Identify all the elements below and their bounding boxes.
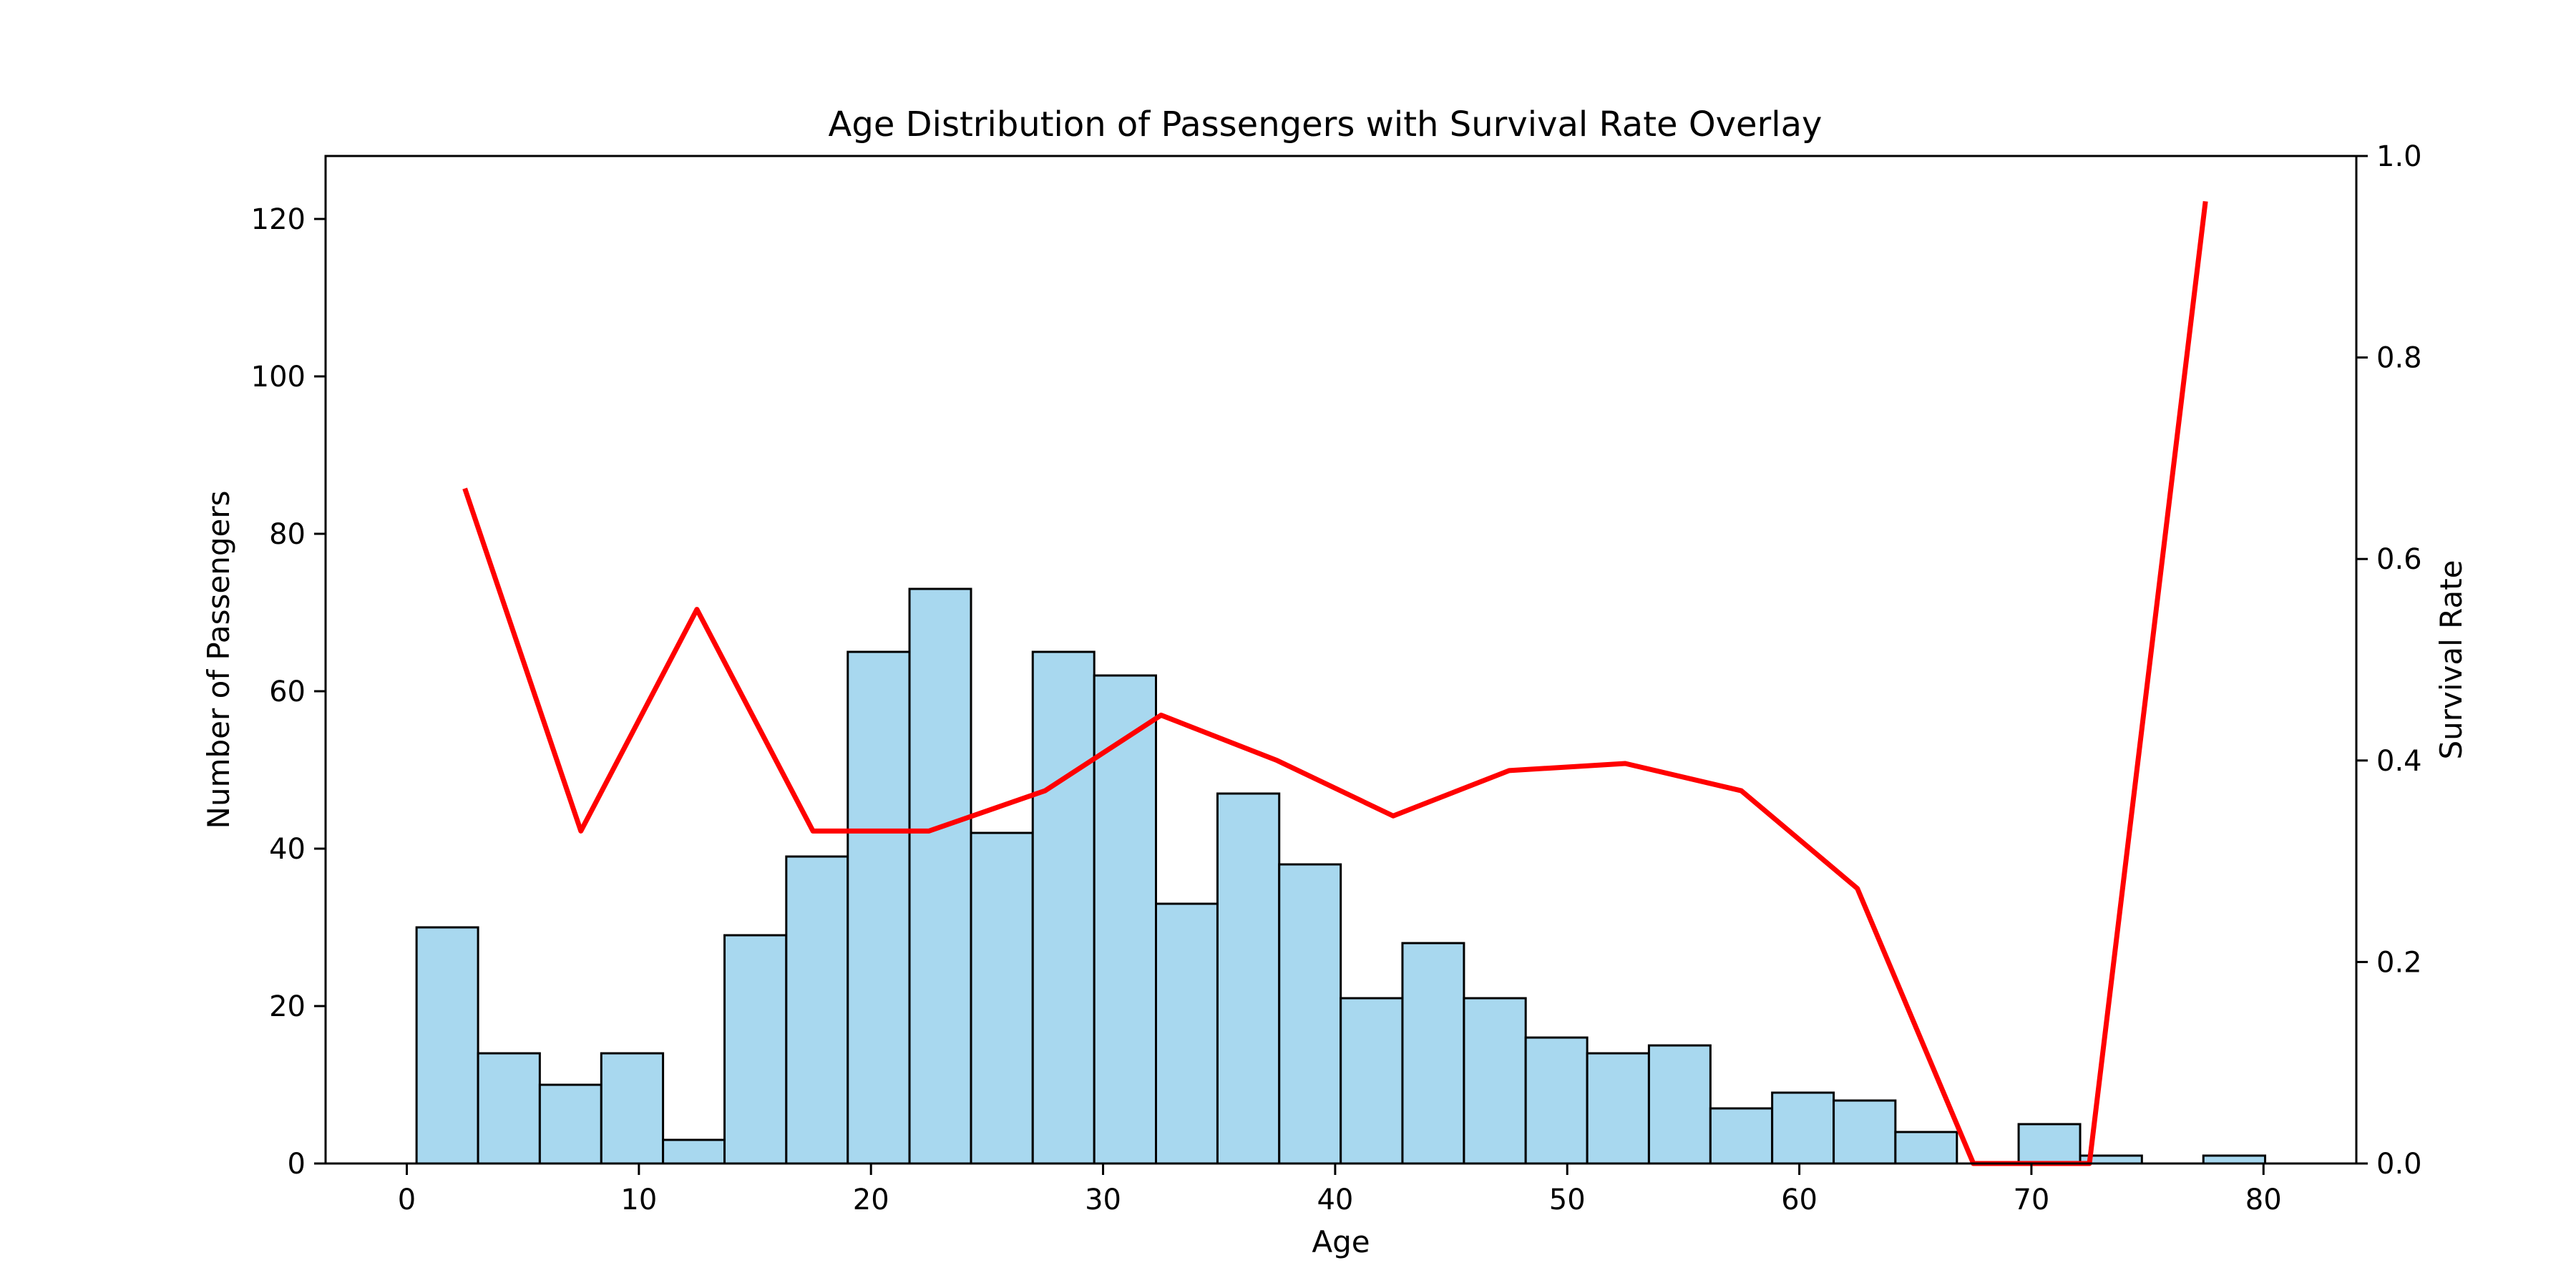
histogram-bar [600,1052,665,1165]
histogram-bar [2017,1123,2082,1165]
y2-axis-label: Survival Rate [2434,560,2469,760]
x-tick-label: 20 [853,1184,889,1216]
y2-tick-label: 0.8 [2376,342,2422,375]
x-tick-label: 60 [1781,1184,1818,1216]
histogram-bar [1154,902,1219,1165]
x-tick-label: 80 [2245,1184,2282,1216]
y-tick-label: 20 [269,990,306,1023]
y-axis-right: 0.0 0.2 0.4 0.6 0.8 1.0 [2356,140,2422,1181]
x-axis-label: Age [1312,1224,1370,1259]
survival-rate-line [462,200,2208,1166]
x-axis: 0 10 20 30 40 50 60 70 80 [398,1163,2282,1216]
histogram-bar [1771,1091,1835,1165]
x-tick-label: 70 [2013,1184,2049,1216]
histogram-bar [785,855,849,1165]
y2-tick-label: 0.0 [2376,1148,2422,1181]
y-tick-label: 60 [269,675,306,708]
x-tick-label: 10 [620,1184,657,1216]
x-tick-label: 30 [1085,1184,1121,1216]
histogram-bar [1463,997,1527,1165]
histogram-bar [1340,997,1404,1165]
x-tick-label: 0 [398,1184,416,1216]
x-tick-label: 50 [1549,1184,1586,1216]
histogram-bar [1401,942,1465,1165]
survival-rate-line-layer [462,200,2208,1166]
histogram-bar [1709,1107,1774,1165]
histogram-bar [538,1083,602,1165]
histogram-bar [908,587,972,1165]
y2-tick-label: 0.2 [2376,946,2422,979]
y-tick-label: 40 [269,833,306,866]
histogram-bar [1093,674,1157,1165]
histogram-bar [415,926,479,1165]
y-tick-label: 120 [251,203,306,236]
y2-tick-label: 0.4 [2376,745,2422,778]
histogram-bar [1833,1099,1897,1165]
y-tick-label: 0 [288,1148,306,1181]
y-axis-label: Number of Passengers [201,491,236,829]
histogram-bar [1031,650,1096,1165]
y2-tick-label: 0.6 [2376,543,2422,576]
histogram-bar [1894,1131,1958,1165]
histogram-bar [970,831,1034,1165]
y-tick-label: 80 [269,518,306,551]
histogram-bar [1216,792,1281,1165]
histogram-bar [1278,863,1342,1165]
histogram-bar [1524,1036,1589,1165]
histogram-bars [415,587,2267,1165]
x-tick-label: 40 [1317,1184,1353,1216]
histogram-bar [477,1052,541,1165]
histogram-bar [662,1138,726,1165]
chart-title: Age Distribution of Passengers with Surv… [829,104,1823,145]
y-axis-left: 0 20 40 60 80 100 120 [251,203,326,1181]
histogram-bar [2202,1154,2267,1165]
histogram-bar [847,650,911,1165]
histogram-bar [1586,1052,1650,1165]
histogram-bar [723,934,788,1165]
histogram-bar [1647,1044,1712,1165]
y-tick-label: 100 [251,361,306,394]
y2-tick-label: 1.0 [2376,140,2422,173]
plot-frame [324,155,2358,1165]
